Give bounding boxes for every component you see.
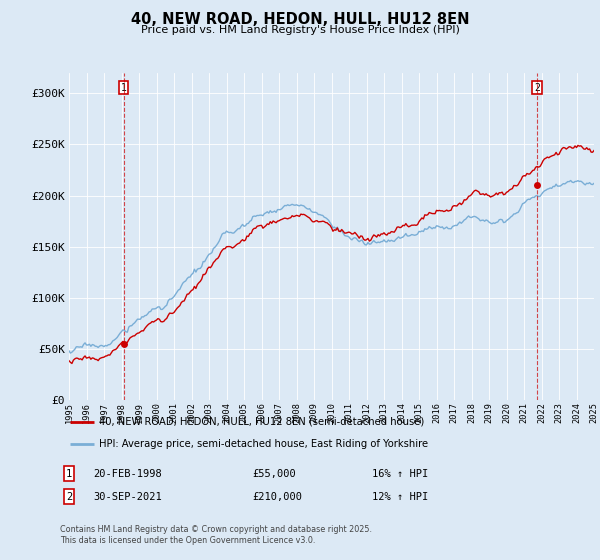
Text: 1: 1	[121, 83, 127, 92]
Text: 1: 1	[66, 469, 72, 479]
Text: £55,000: £55,000	[252, 469, 296, 479]
Text: 30-SEP-2021: 30-SEP-2021	[93, 492, 162, 502]
Text: 40, NEW ROAD, HEDON, HULL, HU12 8EN: 40, NEW ROAD, HEDON, HULL, HU12 8EN	[131, 12, 469, 27]
Text: 2: 2	[534, 83, 540, 92]
Text: 16% ↑ HPI: 16% ↑ HPI	[372, 469, 428, 479]
Text: 12% ↑ HPI: 12% ↑ HPI	[372, 492, 428, 502]
Text: 2: 2	[66, 492, 72, 502]
Text: Contains HM Land Registry data © Crown copyright and database right 2025.
This d: Contains HM Land Registry data © Crown c…	[60, 525, 372, 545]
Text: HPI: Average price, semi-detached house, East Riding of Yorkshire: HPI: Average price, semi-detached house,…	[99, 438, 428, 449]
Text: 20-FEB-1998: 20-FEB-1998	[93, 469, 162, 479]
Text: Price paid vs. HM Land Registry's House Price Index (HPI): Price paid vs. HM Land Registry's House …	[140, 25, 460, 35]
Text: £210,000: £210,000	[252, 492, 302, 502]
Text: 40, NEW ROAD, HEDON, HULL, HU12 8EN (semi-detached house): 40, NEW ROAD, HEDON, HULL, HU12 8EN (sem…	[99, 417, 424, 427]
